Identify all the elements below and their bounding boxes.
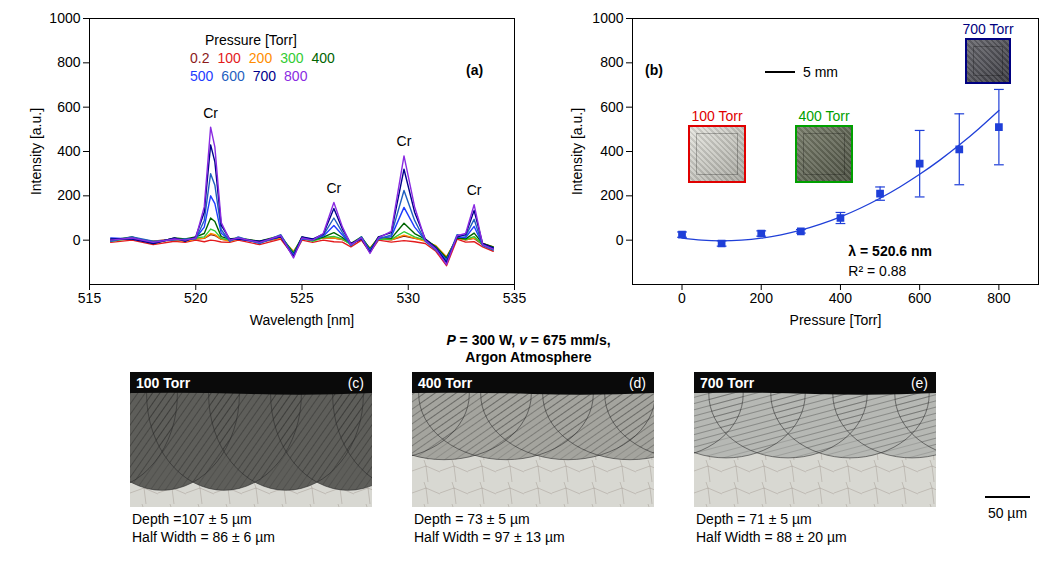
- svg-text:Cr: Cr: [397, 133, 412, 149]
- html-text:Argon Atmosphere: Argon Atmosphere: [465, 349, 592, 365]
- html-text:100: 100: [217, 50, 241, 66]
- html-text:Half Width = 88 ± 20 µm: Half Width = 88 ± 20 µm: [696, 529, 847, 545]
- svg-text:200: 200: [750, 290, 774, 306]
- svg-text:0: 0: [73, 232, 81, 248]
- html-text:50 µm: 50 µm: [987, 505, 1028, 521]
- svg-text:515: 515: [78, 290, 102, 306]
- svg-text:1000: 1000: [592, 10, 623, 26]
- html-text:600: 600: [221, 68, 245, 84]
- html-text:700 Torr: 700 Torr: [962, 21, 1014, 37]
- svg-text:530: 530: [397, 290, 421, 306]
- svg-text:700 Torr: 700 Torr: [700, 375, 755, 391]
- html-text:0.2: 0.2: [190, 50, 210, 66]
- svg-text:0: 0: [616, 232, 624, 248]
- svg-text:Pressure [Torr]: Pressure [Torr]: [790, 312, 882, 328]
- svg-text:(c): (c): [348, 375, 364, 391]
- html-text:700: 700: [252, 68, 277, 84]
- svg-text:400 Torr: 400 Torr: [418, 375, 473, 391]
- svg-text:600: 600: [600, 99, 624, 115]
- html-text:Pressure [Torr]: Pressure [Torr]: [205, 32, 297, 48]
- html-text:5 mm: 5 mm: [803, 64, 838, 80]
- svg-text:600: 600: [908, 290, 932, 306]
- html-text:800: 800: [284, 68, 308, 84]
- svg-text:(e): (e): [911, 375, 928, 391]
- svg-text:525: 525: [290, 290, 314, 306]
- svg-text:λ = 520.6 nm: λ = 520.6 nm: [848, 243, 932, 259]
- svg-text:600: 600: [57, 99, 81, 115]
- svg-text:520: 520: [184, 290, 208, 306]
- svg-text:Cr: Cr: [326, 180, 341, 196]
- html-text:Half Width = 97 ± 13 µm: Half Width = 97 ± 13 µm: [414, 529, 565, 545]
- svg-text:800: 800: [987, 290, 1011, 306]
- svg-text:535: 535: [503, 290, 527, 306]
- svg-text:400: 400: [57, 143, 81, 159]
- html-text:P = 300 W, v = 675 mm/s,: P = 300 W, v = 675 mm/s,: [446, 332, 611, 348]
- svg-text:1000: 1000: [49, 10, 80, 26]
- html-text:Depth = 71 ± 5 µm: Depth = 71 ± 5 µm: [696, 511, 812, 527]
- html-text:300: 300: [280, 50, 304, 66]
- html-text:400 Torr: 400 Torr: [798, 108, 850, 124]
- svg-text:(d): (d): [629, 375, 646, 391]
- svg-text:800: 800: [600, 54, 624, 70]
- svg-text:200: 200: [600, 187, 624, 203]
- html-text:(b): (b): [645, 62, 663, 78]
- svg-text:Cr: Cr: [203, 105, 218, 121]
- svg-text:R² = 0.88: R² = 0.88: [848, 263, 906, 279]
- html-text:100 Torr: 100 Torr: [691, 108, 743, 124]
- svg-text:400: 400: [600, 143, 624, 159]
- svg-text:400: 400: [829, 290, 853, 306]
- html-text:400: 400: [311, 50, 335, 66]
- html-text:(a): (a): [466, 62, 484, 78]
- html-text:Depth = 73 ± 5 µm: Depth = 73 ± 5 µm: [414, 511, 530, 527]
- svg-text:100 Torr: 100 Torr: [136, 375, 191, 391]
- html-text:200: 200: [248, 50, 273, 66]
- svg-text:0: 0: [678, 290, 686, 306]
- html-text:500: 500: [190, 68, 214, 84]
- svg-text:Intensity [a.u.]: Intensity [a.u.]: [569, 108, 585, 195]
- svg-text:200: 200: [57, 187, 81, 203]
- svg-text:Wavelength [nm]: Wavelength [nm]: [250, 312, 355, 328]
- svg-text:800: 800: [57, 54, 81, 70]
- html-text:Depth =107 ± 5 µm: Depth =107 ± 5 µm: [132, 511, 252, 527]
- svg-text:Intensity [a.u.]: Intensity [a.u.]: [28, 108, 44, 195]
- svg-text:Cr: Cr: [467, 182, 482, 198]
- html-text:Half Width = 86 ± 6 µm: Half Width = 86 ± 6 µm: [132, 529, 275, 545]
